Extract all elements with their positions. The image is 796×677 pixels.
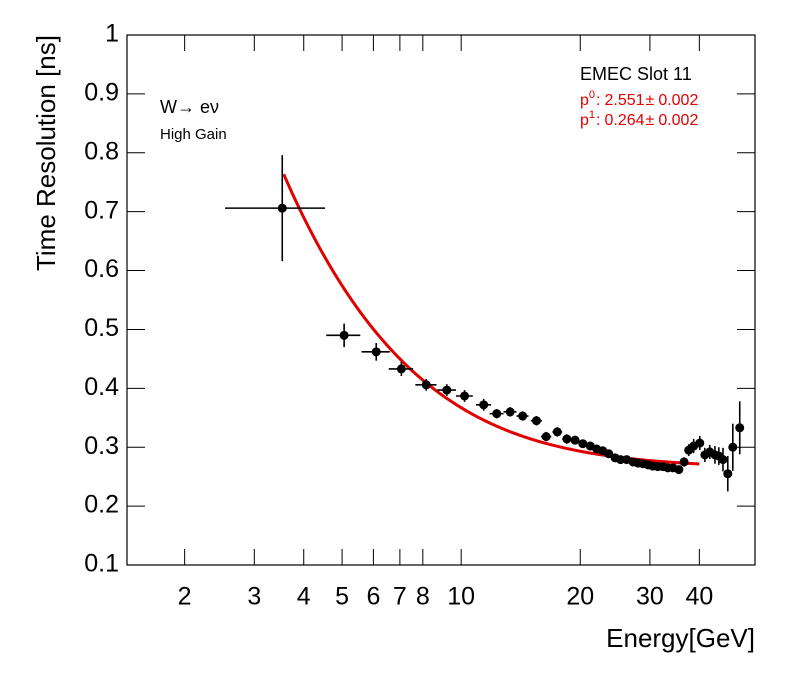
data-point	[277, 203, 287, 213]
fit-text: 0.002	[658, 92, 698, 109]
y-tick-label: 1	[105, 20, 119, 48]
x-tick-label: 20	[566, 583, 594, 611]
fit-text: 2.551	[604, 92, 644, 109]
data-point	[371, 347, 381, 357]
data-point	[518, 411, 528, 421]
data-point	[718, 455, 728, 465]
data-point	[728, 442, 738, 452]
x-tick-label: 30	[636, 583, 664, 611]
fit-text: p	[580, 92, 589, 109]
fit-text: :	[596, 92, 600, 109]
fit-parameter: p0: 2.551± 0.002	[580, 89, 698, 109]
data-point	[505, 407, 515, 417]
x-tick-label: 2	[178, 583, 192, 611]
data-point	[396, 364, 406, 374]
fit-text: 1	[589, 109, 595, 121]
data-point	[339, 330, 349, 340]
fit-text: 0.264	[604, 112, 644, 129]
y-tick-label: 0.2	[84, 491, 119, 519]
data-point	[695, 438, 705, 448]
y-tick-label: 0.8	[84, 137, 119, 165]
data-point	[679, 457, 689, 467]
x-tick-label: 7	[393, 583, 407, 611]
data-point	[604, 449, 614, 459]
annotation: EMEC Slot 11	[580, 64, 692, 84]
x-tick-label: 8	[416, 583, 430, 611]
y-tick-label: 0.4	[84, 373, 119, 401]
fit-text: 0	[589, 89, 595, 101]
data-point	[492, 409, 502, 419]
data-point	[479, 400, 489, 410]
fit-curve	[282, 173, 700, 466]
plot-frame	[126, 34, 756, 566]
data-point	[541, 432, 551, 442]
data-point	[531, 416, 541, 426]
data-point	[674, 465, 684, 475]
data-point	[421, 380, 431, 390]
x-tick-label: 10	[447, 583, 475, 611]
data-point	[735, 423, 745, 433]
annotation: W→ eν	[160, 97, 219, 117]
data-point	[460, 391, 470, 401]
data-point	[562, 434, 572, 444]
data-point	[578, 439, 588, 449]
fit-text: p	[580, 112, 589, 129]
x-axis-title: Energy[GeV]	[606, 623, 755, 653]
y-tick-label: 0.5	[84, 314, 119, 342]
y-tick-label: 0.3	[84, 432, 119, 460]
y-axis-title: Time Resolution [ns]	[31, 35, 61, 271]
y-tick-label: 0.7	[84, 196, 119, 224]
fit-parameter: p1: 0.264± 0.002	[580, 109, 698, 129]
fit-text: ±	[646, 92, 655, 109]
data-point	[570, 435, 580, 445]
x-tick-label: 40	[685, 583, 713, 611]
annotation: High Gain	[160, 126, 227, 143]
y-tick-label: 0.9	[84, 78, 119, 106]
x-tick-label: 6	[366, 583, 380, 611]
y-tick-label: 0.1	[84, 550, 119, 578]
x-tick-label: 4	[297, 583, 311, 611]
data-point	[552, 427, 562, 437]
data-point	[442, 385, 452, 395]
x-tick-label: 5	[335, 583, 349, 611]
y-tick-label: 0.6	[84, 255, 119, 283]
x-tick-label: 3	[247, 583, 261, 611]
fit-text: 0.002	[658, 112, 698, 129]
fit-text: ±	[646, 112, 655, 129]
data-point	[723, 469, 733, 479]
fit-text: :	[596, 112, 600, 129]
